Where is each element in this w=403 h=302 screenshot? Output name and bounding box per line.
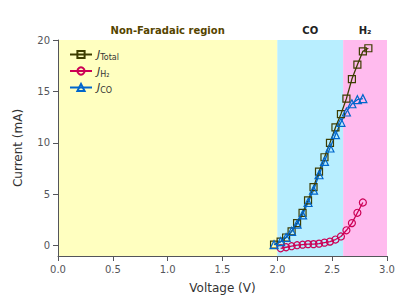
svg-text:J: J (97, 81, 101, 94)
svg-text:10: 10 (37, 137, 50, 148)
svg-text:J: J (97, 64, 101, 78)
svg-text:5: 5 (44, 189, 50, 200)
svg-text:Non-Faradaic region: Non-Faradaic region (111, 25, 225, 36)
svg-text:20: 20 (37, 35, 50, 46)
svg-text:15: 15 (37, 86, 50, 97)
svg-text:Voltage (V): Voltage (V) (189, 281, 255, 295)
svg-text:0.5: 0.5 (105, 264, 121, 275)
svg-text:CO: CO (302, 25, 318, 36)
svg-text:Total: Total (99, 53, 119, 62)
svg-text:J: J (97, 48, 101, 61)
svg-text:1.0: 1.0 (160, 264, 176, 275)
svg-text:0: 0 (44, 240, 50, 251)
svg-text:Current (mA): Current (mA) (11, 109, 25, 187)
svg-text:2.0: 2.0 (269, 264, 285, 275)
svg-text:H₂: H₂ (359, 25, 372, 36)
svg-text:1.5: 1.5 (215, 264, 231, 275)
svg-text:3.0: 3.0 (379, 264, 395, 275)
svg-text:CO: CO (100, 86, 112, 95)
svg-text:2.5: 2.5 (324, 264, 340, 275)
svg-text:0.0: 0.0 (50, 264, 66, 275)
svg-text:H₂: H₂ (100, 70, 109, 79)
